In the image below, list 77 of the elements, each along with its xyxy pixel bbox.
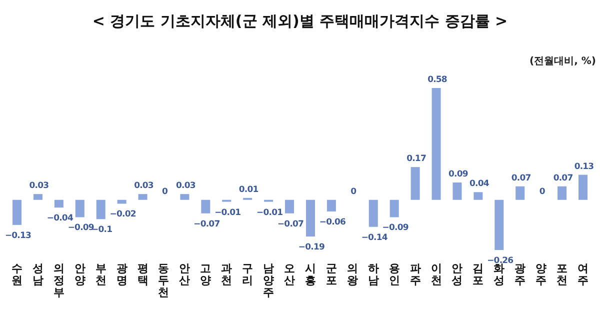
bar [306,200,315,236]
data-label: 0.01 [238,184,259,195]
bar [117,200,126,204]
x-tick-label: 안양 [74,262,86,287]
bar [201,200,210,214]
data-label: −0.06 [319,217,346,228]
x-tick-label: 김포 [472,262,484,287]
x-tick-label: 과천 [221,262,232,287]
x-tick-label: 파주 [410,262,421,287]
data-label: 0.07 [553,173,574,184]
x-tick-label: 시흥 [304,262,316,287]
bar [12,200,22,225]
data-label: 0.03 [176,181,196,192]
x-tick-label: 부천 [95,262,106,287]
x-tick-label: 하남 [368,262,379,287]
bar [326,200,336,212]
x-tick-label: 군포 [326,262,337,287]
x-tick-label: 남양주 [263,262,274,299]
data-label: 0.13 [574,162,594,172]
x-tick-label: 이천 [430,262,442,287]
data-label: −0.07 [194,219,220,230]
data-label: −0.04 [46,214,74,224]
x-tick-label: 구리 [242,262,254,287]
x-tick-label: 화성 [494,262,505,287]
data-label: −0.07 [277,219,304,230]
data-label: 0 [162,186,168,197]
data-label: −0.01 [214,208,242,218]
x-tick-label: 평택 [137,262,148,287]
data-label: 0.09 [448,170,468,180]
x-tick-label: 양주 [536,262,547,287]
x-tick-label: 수원 [12,262,22,287]
bar [368,200,378,227]
bar [390,200,399,218]
data-label: −0.14 [361,232,388,243]
data-label: −0.13 [4,230,32,241]
data-label: 0.03 [134,181,154,192]
x-tick-label: 용인 [388,262,400,287]
bar [285,200,294,214]
bar [558,186,567,200]
data-label: 0.58 [428,75,448,85]
x-tick-label: 동두천 [158,262,170,299]
bar [452,182,462,200]
data-label: 0 [539,186,546,197]
x-tick-label: 성남 [32,262,44,287]
x-tick-label: 광주 [514,262,526,287]
data-label: −0.01 [256,208,284,218]
bar [474,192,483,200]
bar [494,200,504,250]
bar [432,88,441,200]
data-label: 0.04 [470,179,490,190]
bar [96,200,106,220]
data-label: −0.19 [298,242,326,252]
bar [180,194,190,200]
data-label: 0.17 [406,154,426,164]
bar [54,200,64,208]
bar [410,167,420,200]
data-label: 0 [350,186,357,197]
x-tick-label: 오산 [284,262,296,287]
x-tick-label: 안성 [452,262,463,287]
data-label: 0.03 [29,181,50,192]
bar [138,194,148,200]
chart-title: < 경기도 기초지자체(군 제외)별 주택매매가격지수 증감률 > [92,12,508,30]
x-tick-label: 안산 [179,262,190,287]
data-label: −0.02 [110,210,136,220]
x-tick-label: 의정부 [53,262,64,299]
x-tick-label: 포천 [556,262,568,287]
x-tick-label: 의왕 [346,262,358,287]
bar [33,194,42,200]
x-tick-label: 광명 [116,262,128,287]
data-label: −0.09 [382,223,409,234]
bar [578,174,588,200]
data-label: 0.07 [511,173,532,184]
bar [75,200,84,218]
bar [516,186,525,200]
text: (전월대비, %) [530,56,596,67]
x-tick-label: 고양 [200,262,212,287]
x-tick-label: 여주 [578,262,588,287]
